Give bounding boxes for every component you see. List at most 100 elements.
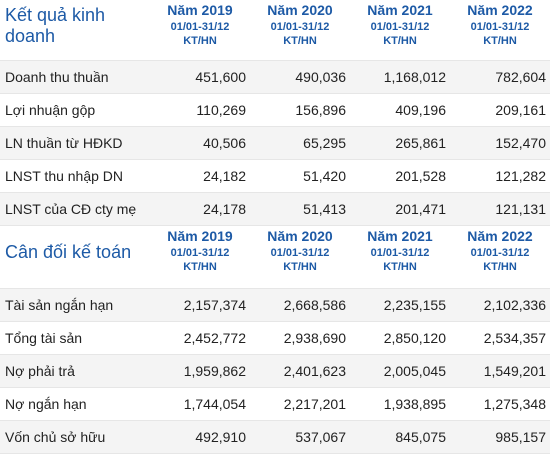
row-value: 121,131	[495, 201, 546, 217]
row-value: 65,295	[303, 135, 346, 151]
row-value: 409,196	[395, 102, 446, 118]
row-value: 110,269	[196, 102, 246, 118]
row-value: 209,161	[495, 102, 546, 118]
col-year: Năm 2020	[267, 228, 333, 244]
col-unit: KT/HN	[183, 261, 217, 273]
col-year: Năm 2019	[167, 228, 233, 244]
row-value: 2,157,374	[183, 297, 246, 313]
row-value: 2,668,586	[283, 297, 346, 313]
row-label[interactable]: Tài sản ngắn hạn	[5, 297, 114, 313]
row-value: 1,275,348	[483, 396, 546, 412]
balance-col-header[interactable]: Năm 2020 01/01-31/12 KT/HN	[250, 226, 350, 288]
col-unit: KT/HN	[483, 35, 517, 47]
row-value: 451,600	[195, 69, 246, 85]
row-value: 1,168,012	[383, 69, 446, 85]
row-label[interactable]: LNST của CĐ cty mẹ	[5, 201, 137, 217]
income-col-header[interactable]: Năm 2021 01/01-31/12 KT/HN	[350, 0, 450, 60]
row-label[interactable]: Doanh thu thuần	[5, 69, 109, 85]
table-row: Nợ ngắn hạn 1,744,054 2,217,201 1,938,89…	[0, 387, 550, 420]
row-value: 2,401,623	[283, 363, 346, 379]
row-value: 156,896	[295, 102, 346, 118]
income-col-header[interactable]: Năm 2022 01/01-31/12 KT/HN	[450, 0, 550, 60]
table-row: LNST thu nhập DN 24,182 51,420 201,528 1…	[0, 159, 550, 192]
table-row: LNST của CĐ cty mẹ 24,178 51,413 201,471…	[0, 192, 550, 225]
row-label[interactable]: Tổng tài sản	[5, 330, 83, 346]
row-value: 51,420	[303, 168, 346, 184]
col-range: 01/01-31/12	[470, 247, 530, 259]
col-year: Năm 2022	[467, 228, 533, 244]
row-value: 24,182	[203, 168, 246, 184]
row-value: 40,506	[203, 135, 246, 151]
col-range: 01/01-31/12	[470, 21, 530, 33]
col-unit: KT/HN	[383, 261, 417, 273]
income-section: Kết quả kinh doanh Năm 2019 01/01-31/12 …	[0, 0, 550, 226]
col-year: Năm 2019	[167, 2, 233, 18]
col-range: 01/01-31/12	[270, 247, 330, 259]
row-value: 2,938,690	[283, 330, 346, 346]
row-value: 201,528	[395, 168, 446, 184]
row-value: 265,861	[395, 135, 446, 151]
row-value: 24,178	[203, 201, 246, 217]
col-unit: KT/HN	[183, 35, 217, 47]
balance-title: Cân đối kế toán	[5, 242, 132, 262]
row-value: 152,470	[495, 135, 546, 151]
row-label[interactable]: Nợ ngắn hạn	[5, 396, 87, 412]
row-value: 201,471	[395, 201, 446, 217]
col-unit: KT/HN	[283, 261, 317, 273]
income-col-header[interactable]: Năm 2020 01/01-31/12 KT/HN	[250, 0, 350, 60]
col-year: Năm 2021	[367, 228, 433, 244]
col-range: 01/01-31/12	[170, 247, 230, 259]
row-value: 2,102,336	[483, 297, 546, 313]
row-value: 1,744,054	[183, 396, 246, 412]
table-row: Nợ phải trả 1,959,862 2,401,623 2,005,04…	[0, 354, 550, 387]
col-year: Năm 2021	[367, 2, 433, 18]
row-label[interactable]: Nợ phải trả	[5, 363, 75, 379]
table-row: Lợi nhuận gộp 110,269 156,896 409,196 20…	[0, 93, 550, 126]
table-row: LN thuần từ HĐKD 40,506 65,295 265,861 1…	[0, 126, 550, 159]
row-value: 121,282	[495, 168, 546, 184]
balance-header: Cân đối kế toán Năm 2019 01/01-31/12 KT/…	[0, 226, 550, 288]
col-unit: KT/HN	[383, 35, 417, 47]
income-table: Doanh thu thuần 451,600 490,036 1,168,01…	[0, 60, 550, 226]
row-value: 537,067	[295, 429, 346, 445]
col-unit: KT/HN	[483, 261, 517, 273]
col-range: 01/01-31/12	[170, 21, 230, 33]
balance-table: Tài sản ngắn hạn 2,157,374 2,668,586 2,2…	[0, 288, 550, 454]
row-value: 51,413	[303, 201, 346, 217]
col-year: Năm 2020	[267, 2, 333, 18]
row-value: 782,604	[495, 69, 546, 85]
row-value: 1,549,201	[483, 363, 546, 379]
table-row: Doanh thu thuần 451,600 490,036 1,168,01…	[0, 60, 550, 93]
row-label[interactable]: LN thuần từ HĐKD	[5, 135, 123, 151]
income-col-header[interactable]: Năm 2019 01/01-31/12 KT/HN	[150, 0, 250, 60]
balance-col-header[interactable]: Năm 2019 01/01-31/12 KT/HN	[150, 226, 250, 288]
row-value: 490,036	[295, 69, 346, 85]
row-value: 1,959,862	[183, 363, 246, 379]
row-value: 2,217,201	[283, 396, 346, 412]
row-value: 985,157	[495, 429, 546, 445]
row-value: 2,235,155	[383, 297, 446, 313]
row-value: 2,005,045	[383, 363, 446, 379]
row-label[interactable]: Vốn chủ sở hữu	[5, 429, 106, 445]
row-label[interactable]: LNST thu nhập DN	[5, 168, 124, 184]
row-value: 1,938,895	[383, 396, 446, 412]
col-range: 01/01-31/12	[270, 21, 330, 33]
row-value: 845,075	[395, 429, 446, 445]
table-row: Tổng tài sản 2,452,772 2,938,690 2,850,1…	[0, 321, 550, 354]
balance-section: Cân đối kế toán Năm 2019 01/01-31/12 KT/…	[0, 226, 550, 454]
table-row: Vốn chủ sở hữu 492,910 537,067 845,075 9…	[0, 420, 550, 453]
balance-col-header[interactable]: Năm 2022 01/01-31/12 KT/HN	[450, 226, 550, 288]
balance-col-header[interactable]: Năm 2021 01/01-31/12 KT/HN	[350, 226, 450, 288]
col-range: 01/01-31/12	[370, 21, 430, 33]
row-value: 2,452,772	[183, 330, 246, 346]
table-row: Tài sản ngắn hạn 2,157,374 2,668,586 2,2…	[0, 288, 550, 321]
row-value: 2,534,357	[483, 330, 546, 346]
row-value: 2,850,120	[383, 330, 446, 346]
col-year: Năm 2022	[467, 2, 533, 18]
income-header: Kết quả kinh doanh Năm 2019 01/01-31/12 …	[0, 0, 550, 60]
col-unit: KT/HN	[283, 35, 317, 47]
col-range: 01/01-31/12	[370, 247, 430, 259]
row-label[interactable]: Lợi nhuận gộp	[5, 102, 96, 118]
row-value: 492,910	[195, 429, 246, 445]
income-title: Kết quả kinh doanh	[5, 5, 106, 46]
